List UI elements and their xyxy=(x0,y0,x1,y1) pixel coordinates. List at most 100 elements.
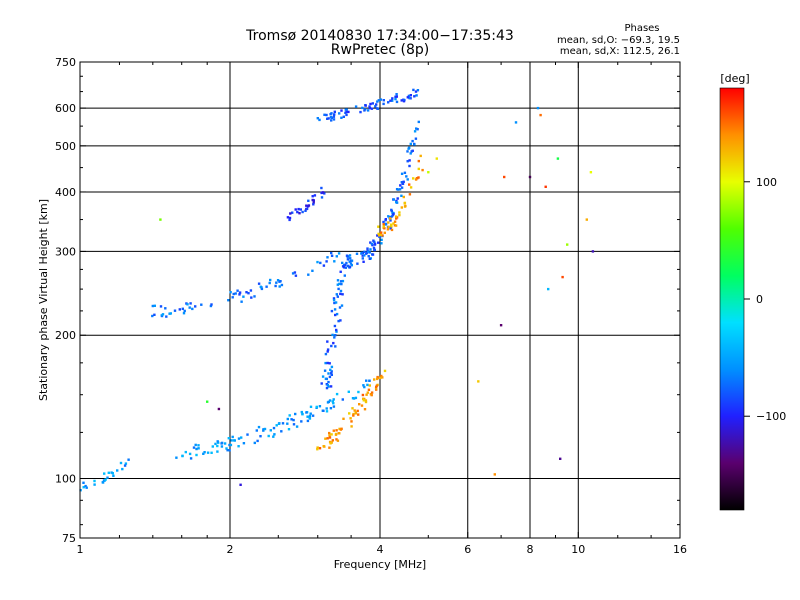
y-axis-label: Stationary phase Virtual Height [km] xyxy=(37,199,50,401)
data-point xyxy=(353,409,356,412)
y-tick-label: 75 xyxy=(62,532,76,545)
data-point xyxy=(230,439,233,442)
data-point xyxy=(354,105,358,108)
data-point xyxy=(151,304,154,308)
data-point xyxy=(256,439,259,443)
data-point xyxy=(316,446,319,449)
data-point xyxy=(301,210,304,214)
data-point xyxy=(380,374,383,378)
data-point xyxy=(311,269,314,272)
data-point xyxy=(363,250,366,253)
data-point xyxy=(272,426,276,430)
data-point xyxy=(326,350,329,353)
data-point xyxy=(338,112,341,115)
data-point xyxy=(329,407,333,410)
data-point xyxy=(311,414,315,417)
data-point xyxy=(292,418,295,422)
data-point xyxy=(503,175,506,179)
data-point xyxy=(247,292,250,295)
data-point xyxy=(233,439,236,442)
data-point xyxy=(305,207,309,210)
data-point xyxy=(309,412,312,415)
data-point xyxy=(547,287,550,291)
data-point xyxy=(335,392,339,396)
data-point xyxy=(336,283,339,286)
data-point xyxy=(227,299,230,302)
chart-title: Tromsø 20140830 17:34:00−17:35:43 xyxy=(245,28,514,44)
x-axis-label: Frequency [MHz] xyxy=(334,558,426,571)
data-point xyxy=(106,476,109,479)
data-point xyxy=(358,403,361,406)
data-point xyxy=(372,246,376,250)
data-point xyxy=(416,89,420,92)
data-point xyxy=(369,393,373,396)
data-point xyxy=(357,413,360,416)
data-point xyxy=(325,407,328,410)
data-point xyxy=(323,113,326,116)
chart-subtitle: RwPretec (8p) xyxy=(331,42,429,58)
data-point xyxy=(304,209,307,212)
data-point xyxy=(414,90,418,93)
data-point xyxy=(347,390,350,393)
data-point xyxy=(159,218,162,221)
data-point xyxy=(338,432,341,435)
data-point xyxy=(322,264,326,267)
data-point xyxy=(329,368,332,371)
data-point xyxy=(341,261,344,265)
data-point xyxy=(414,178,418,181)
data-point xyxy=(286,417,289,421)
data-point xyxy=(373,242,377,245)
data-point xyxy=(340,116,343,119)
data-point xyxy=(332,118,336,121)
data-point xyxy=(381,376,384,379)
data-point xyxy=(339,428,343,431)
data-point xyxy=(410,150,413,153)
data-point xyxy=(333,110,336,113)
colorbar-tick-label: 0 xyxy=(756,293,763,306)
data-point xyxy=(392,222,395,225)
data-point xyxy=(316,260,319,264)
data-point xyxy=(220,445,224,448)
data-point xyxy=(413,130,417,133)
data-point xyxy=(360,404,364,407)
data-point xyxy=(286,216,290,219)
data-point xyxy=(326,401,330,404)
data-point xyxy=(333,301,336,305)
data-point xyxy=(257,282,261,285)
y-tick-label: 300 xyxy=(55,245,76,258)
data-point xyxy=(344,263,347,266)
data-point xyxy=(333,113,336,116)
data-point xyxy=(324,352,328,356)
data-point xyxy=(175,456,178,459)
data-point xyxy=(340,109,343,112)
data-point xyxy=(210,303,213,306)
data-point xyxy=(332,402,335,405)
data-point xyxy=(349,262,353,265)
data-point xyxy=(181,454,184,458)
data-point xyxy=(380,231,383,234)
data-point xyxy=(255,429,258,432)
data-point xyxy=(365,379,368,382)
data-point xyxy=(217,407,221,411)
data-point xyxy=(287,428,291,431)
data-point xyxy=(301,412,304,416)
data-point xyxy=(416,128,419,131)
data-point xyxy=(406,96,409,99)
data-point xyxy=(305,411,308,414)
data-point xyxy=(326,384,329,387)
data-point xyxy=(366,391,369,394)
data-point xyxy=(328,431,331,435)
data-point xyxy=(381,234,384,237)
data-point xyxy=(382,102,385,106)
data-point xyxy=(292,423,296,426)
colorbar-tick-label: −100 xyxy=(756,410,786,423)
data-point xyxy=(305,204,308,207)
data-point xyxy=(394,224,398,227)
data-point xyxy=(346,258,350,261)
data-point xyxy=(311,198,314,202)
data-point xyxy=(325,260,328,263)
data-point xyxy=(318,405,322,408)
data-point xyxy=(414,137,418,140)
data-point xyxy=(364,399,368,402)
data-point xyxy=(421,168,424,172)
